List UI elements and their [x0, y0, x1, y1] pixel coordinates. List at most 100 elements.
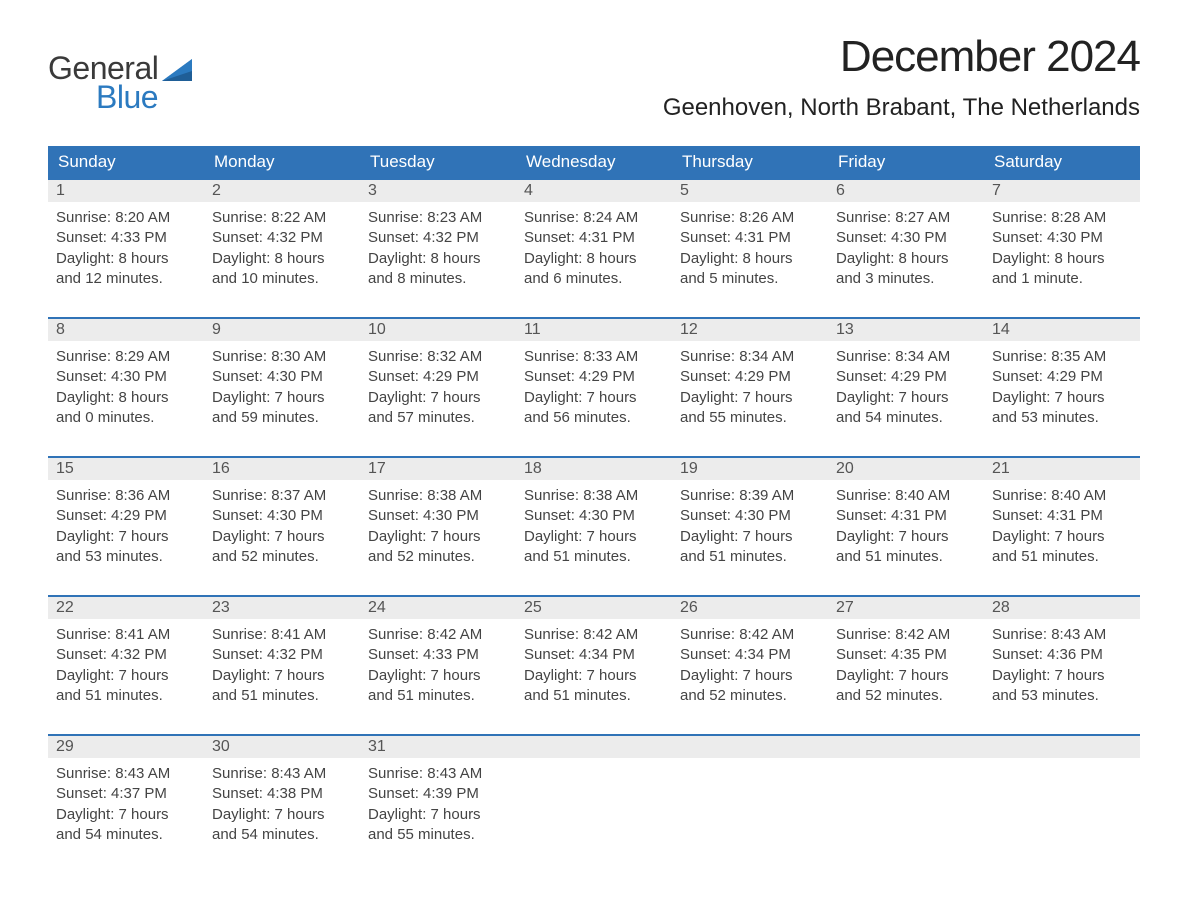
calendar-cell	[828, 735, 984, 873]
sunset-text: Sunset: 4:29 PM	[368, 367, 508, 387]
day-data: Sunrise: 8:41 AMSunset: 4:32 PMDaylight:…	[204, 619, 360, 734]
day-number: 28	[984, 597, 1140, 619]
sunrise-text: Sunrise: 8:39 AM	[680, 486, 820, 506]
day-data: Sunrise: 8:29 AMSunset: 4:30 PMDaylight:…	[48, 341, 204, 456]
daylight-line2: and 52 minutes.	[212, 547, 352, 567]
day-data-empty	[516, 758, 672, 848]
sunset-text: Sunset: 4:29 PM	[680, 367, 820, 387]
calendar-cell: 10 Sunrise: 8:32 AMSunset: 4:29 PMDayligh…	[360, 318, 516, 457]
calendar-cell	[672, 735, 828, 873]
calendar-cell: 7Sunrise: 8:28 AMSunset: 4:30 PMDaylight…	[984, 179, 1140, 318]
day-data: Sunrise: 8:33 AMSunset: 4:29 PMDaylight:…	[516, 341, 672, 456]
daylight-line2: and 52 minutes.	[368, 547, 508, 567]
sunrise-text: Sunrise: 8:24 AM	[524, 208, 664, 228]
daylight-line1: Daylight: 7 hours	[368, 527, 508, 547]
day-number: 15	[48, 458, 204, 480]
sunrise-text: Sunrise: 8:40 AM	[992, 486, 1132, 506]
daylight-line2: and 51 minutes.	[524, 547, 664, 567]
calendar-cell: 26Sunrise: 8:42 AMSunset: 4:34 PMDayligh…	[672, 596, 828, 735]
daylight-line2: and 53 minutes.	[56, 547, 196, 567]
day-number: 26	[672, 597, 828, 619]
calendar-cell: 1Sunrise: 8:20 AMSunset: 4:33 PMDaylight…	[48, 179, 204, 318]
day-data: Sunrise: 8:43 AMSunset: 4:37 PMDaylight:…	[48, 758, 204, 873]
sunset-text: Sunset: 4:31 PM	[524, 228, 664, 248]
daylight-line2: and 56 minutes.	[524, 408, 664, 428]
day-data: Sunrise: 8:27 AMSunset: 4:30 PMDaylight:…	[828, 202, 984, 317]
calendar-cell: 27Sunrise: 8:42 AMSunset: 4:35 PMDayligh…	[828, 596, 984, 735]
daylight-line2: and 10 minutes.	[212, 269, 352, 289]
day-data: Sunrise: 8:42 AMSunset: 4:34 PMDaylight:…	[672, 619, 828, 734]
day-data: Sunrise: 8:35 AMSunset: 4:29 PMDaylight:…	[984, 341, 1140, 456]
calendar-cell: 17Sunrise: 8:38 AMSunset: 4:30 PMDayligh…	[360, 457, 516, 596]
sunset-text: Sunset: 4:29 PM	[56, 506, 196, 526]
day-data: Sunrise: 8:42 AMSunset: 4:33 PMDaylight:…	[360, 619, 516, 734]
daylight-line1: Daylight: 7 hours	[680, 388, 820, 408]
day-data-empty	[984, 758, 1140, 848]
day-data: Sunrise: 8:43 AMSunset: 4:38 PMDaylight:…	[204, 758, 360, 873]
sunset-text: Sunset: 4:30 PM	[836, 228, 976, 248]
sunset-text: Sunset: 4:32 PM	[368, 228, 508, 248]
daylight-line1: Daylight: 7 hours	[212, 527, 352, 547]
day-number: 19	[672, 458, 828, 480]
sunset-text: Sunset: 4:31 PM	[680, 228, 820, 248]
sunrise-text: Sunrise: 8:36 AM	[56, 486, 196, 506]
day-number: 10	[360, 319, 516, 341]
day-number: 2	[204, 180, 360, 202]
daylight-line1: Daylight: 7 hours	[836, 666, 976, 686]
day-number: 12	[672, 319, 828, 341]
day-data: Sunrise: 8:39 AMSunset: 4:30 PMDaylight:…	[672, 480, 828, 595]
daylight-line1: Daylight: 8 hours	[992, 249, 1132, 269]
day-number: 24	[360, 597, 516, 619]
flag-icon	[162, 59, 192, 81]
day-header: Friday	[828, 146, 984, 179]
day-number: 23	[204, 597, 360, 619]
sunset-text: Sunset: 4:37 PM	[56, 784, 196, 804]
sunrise-text: Sunrise: 8:43 AM	[212, 764, 352, 784]
calendar-cell: 2Sunrise: 8:22 AMSunset: 4:32 PMDaylight…	[204, 179, 360, 318]
sunrise-text: Sunrise: 8:34 AM	[836, 347, 976, 367]
calendar-cell	[516, 735, 672, 873]
sunrise-text: Sunrise: 8:37 AM	[212, 486, 352, 506]
daylight-line1: Daylight: 7 hours	[836, 388, 976, 408]
sunrise-text: Sunrise: 8:41 AM	[56, 625, 196, 645]
calendar-cell: 20Sunrise: 8:40 AMSunset: 4:31 PMDayligh…	[828, 457, 984, 596]
sunrise-text: Sunrise: 8:28 AM	[992, 208, 1132, 228]
day-number: 16	[204, 458, 360, 480]
month-title: December 2024	[663, 32, 1140, 82]
sunset-text: Sunset: 4:32 PM	[212, 645, 352, 665]
daylight-line1: Daylight: 7 hours	[368, 666, 508, 686]
sunset-text: Sunset: 4:34 PM	[680, 645, 820, 665]
daylight-line1: Daylight: 7 hours	[368, 388, 508, 408]
daylight-line2: and 52 minutes.	[836, 686, 976, 706]
calendar-cell	[984, 735, 1140, 873]
day-number: 30	[204, 736, 360, 758]
header: General Blue December 2024 Geenhoven, No…	[48, 32, 1140, 122]
daylight-line2: and 51 minutes.	[56, 686, 196, 706]
sunrise-text: Sunrise: 8:34 AM	[680, 347, 820, 367]
sunrise-text: Sunrise: 8:33 AM	[524, 347, 664, 367]
daylight-line2: and 59 minutes.	[212, 408, 352, 428]
calendar-cell: 14Sunrise: 8:35 AMSunset: 4:29 PMDayligh…	[984, 318, 1140, 457]
sunrise-text: Sunrise: 8:22 AM	[212, 208, 352, 228]
day-number: 8	[48, 319, 204, 341]
day-number: 11	[516, 319, 672, 341]
day-data: Sunrise: 8:36 AMSunset: 4:29 PMDaylight:…	[48, 480, 204, 595]
day-number: 22	[48, 597, 204, 619]
sunset-text: Sunset: 4:35 PM	[836, 645, 976, 665]
daylight-line2: and 52 minutes.	[680, 686, 820, 706]
daylight-line2: and 5 minutes.	[680, 269, 820, 289]
day-number: 18	[516, 458, 672, 480]
daylight-line1: Daylight: 7 hours	[680, 527, 820, 547]
calendar-cell: 29Sunrise: 8:43 AMSunset: 4:37 PMDayligh…	[48, 735, 204, 873]
day-data: Sunrise: 8:38 AMSunset: 4:30 PMDaylight:…	[516, 480, 672, 595]
sunrise-text: Sunrise: 8:42 AM	[680, 625, 820, 645]
sunrise-text: Sunrise: 8:32 AM	[368, 347, 508, 367]
sunrise-text: Sunrise: 8:38 AM	[368, 486, 508, 506]
daylight-line1: Daylight: 8 hours	[836, 249, 976, 269]
sunrise-text: Sunrise: 8:42 AM	[836, 625, 976, 645]
day-data: Sunrise: 8:22 AMSunset: 4:32 PMDaylight:…	[204, 202, 360, 317]
daylight-line1: Daylight: 7 hours	[524, 527, 664, 547]
sunrise-text: Sunrise: 8:27 AM	[836, 208, 976, 228]
daylight-line2: and 53 minutes.	[992, 686, 1132, 706]
calendar-cell: 13Sunrise: 8:34 AMSunset: 4:29 PMDayligh…	[828, 318, 984, 457]
